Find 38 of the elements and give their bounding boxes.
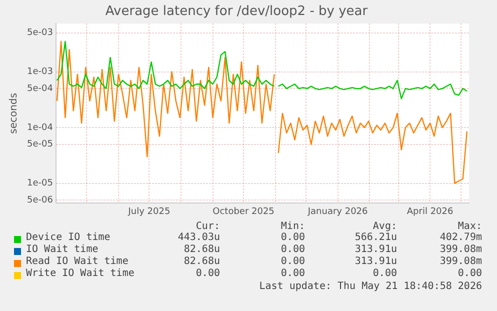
y-tick-label: 1e-03 bbox=[26, 67, 53, 78]
text: 399.08m bbox=[440, 256, 482, 267]
text: 0.00 bbox=[458, 268, 482, 279]
legend-label: Device IO time bbox=[26, 232, 110, 243]
text: 0.00 bbox=[196, 268, 220, 279]
chart-title: Average latency for /dev/loop2 - by year bbox=[105, 4, 368, 20]
text: 0.00 bbox=[372, 268, 397, 279]
text: 0.00 bbox=[280, 244, 305, 255]
text: Cur: bbox=[196, 221, 220, 232]
text: 566.21u bbox=[354, 232, 397, 243]
legend-label: IO Wait time bbox=[26, 244, 98, 255]
y-tick-label: 5e-04 bbox=[26, 84, 54, 94]
y-tick-label: 5e-06 bbox=[26, 195, 54, 206]
text: 82.68u bbox=[184, 256, 220, 267]
text: 443.03u bbox=[178, 232, 220, 243]
y-tick-label: 5e-05 bbox=[26, 140, 53, 150]
legend-label: Write IO Wait time bbox=[26, 268, 134, 279]
text: 399.08m bbox=[440, 244, 482, 255]
text: Avg: bbox=[372, 221, 397, 232]
text: 0.00 bbox=[280, 232, 305, 243]
x-tick-label: October 2025 bbox=[212, 206, 274, 217]
y-tick-label: 1e-05 bbox=[26, 178, 53, 189]
text: 313.91u bbox=[354, 244, 397, 255]
text: 0.00 bbox=[280, 268, 305, 279]
text: 82.68u bbox=[184, 244, 220, 255]
x-tick-label: July 2025 bbox=[127, 206, 170, 217]
text: Min: bbox=[280, 221, 305, 232]
x-tick-label: January 2026 bbox=[306, 206, 368, 217]
text: 313.91u bbox=[354, 256, 397, 267]
x-tick-label: April 2026 bbox=[406, 206, 454, 217]
legend-label: Read IO Wait time bbox=[26, 256, 128, 267]
text: 0.00 bbox=[280, 256, 305, 267]
text: 402.79m bbox=[440, 232, 482, 243]
y-tick-label: 5e-03 bbox=[26, 28, 53, 38]
y-axis-title: seconds bbox=[8, 92, 20, 134]
text: Max: bbox=[458, 221, 482, 232]
text: Last update: Thu May 21 18:40:58 2026 bbox=[259, 281, 482, 292]
y-tick-label: 1e-04 bbox=[26, 122, 54, 133]
